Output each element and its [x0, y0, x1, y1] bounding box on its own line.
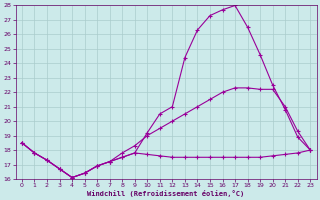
X-axis label: Windchill (Refroidissement éolien,°C): Windchill (Refroidissement éolien,°C): [87, 190, 245, 197]
